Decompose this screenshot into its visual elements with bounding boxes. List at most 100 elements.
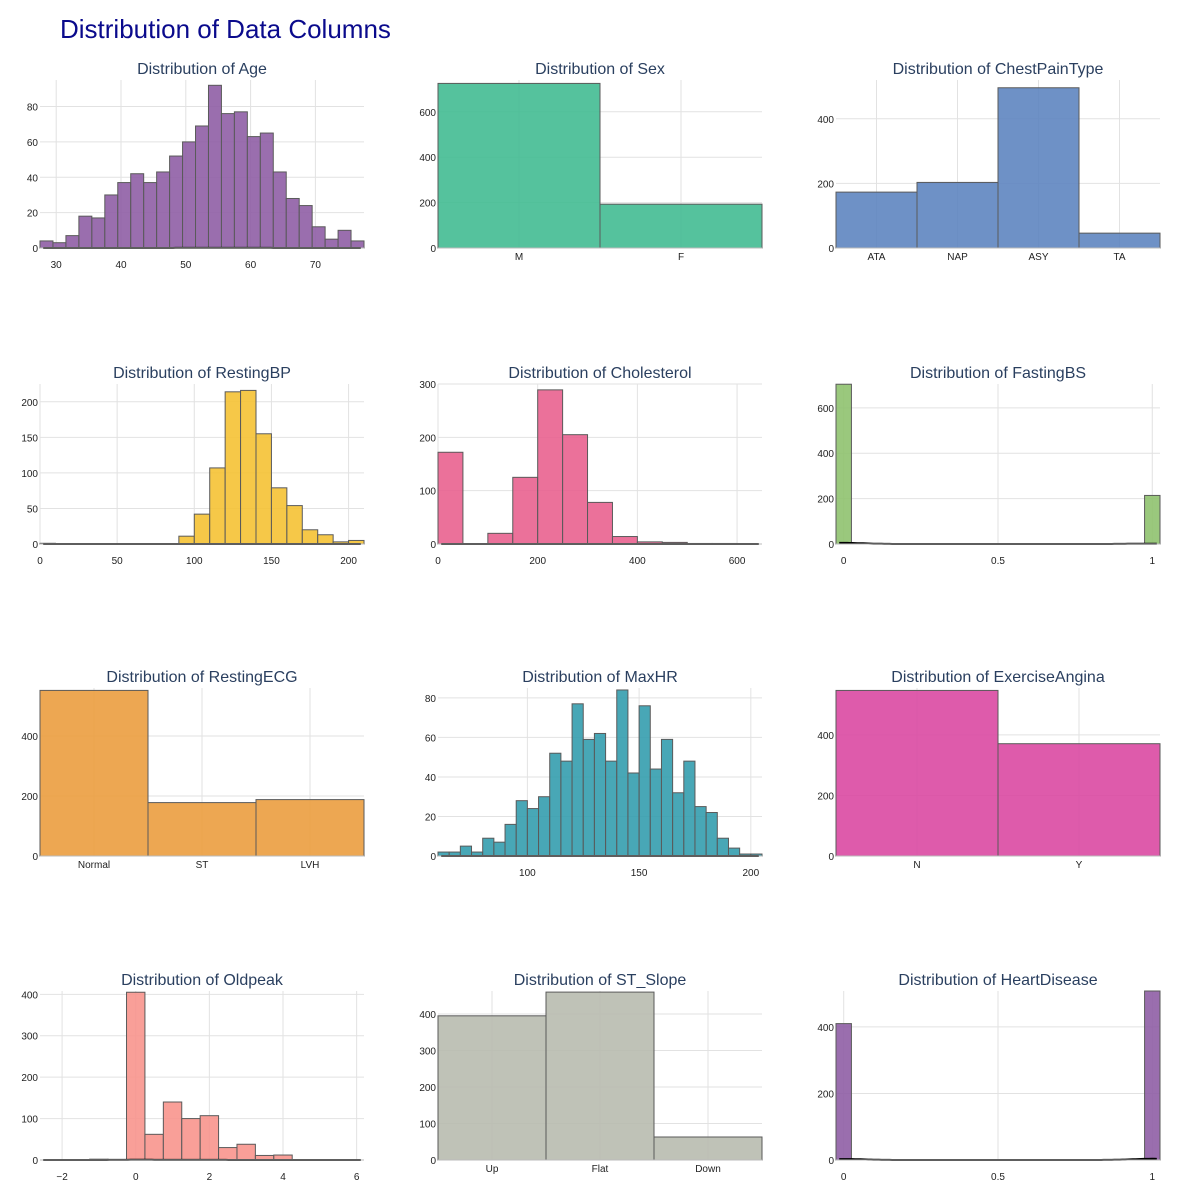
x-tick-label: 0.5 bbox=[991, 1172, 1005, 1183]
x-tick-label: 1 bbox=[1150, 1172, 1156, 1183]
histogram-bar bbox=[259, 132, 274, 249]
y-tick-label: 200 bbox=[419, 433, 436, 444]
histogram-bar bbox=[301, 529, 319, 545]
y-tick-label: 0 bbox=[32, 1156, 38, 1167]
x-tick-label: 60 bbox=[245, 260, 257, 271]
histogram-bar bbox=[727, 847, 741, 857]
histogram-bar bbox=[78, 215, 93, 249]
histogram-bar bbox=[587, 501, 613, 545]
histogram-bar bbox=[1144, 990, 1161, 1161]
y-tick-label: 80 bbox=[425, 694, 437, 705]
x-tick-label: N bbox=[913, 860, 920, 871]
histogram-bar bbox=[537, 389, 564, 545]
histogram-bar bbox=[317, 534, 334, 545]
y-tick-label: 200 bbox=[21, 1073, 38, 1084]
x-tick-label: LVH bbox=[301, 860, 320, 871]
x-tick-label: 6 bbox=[354, 1172, 360, 1183]
y-tick-label: 0 bbox=[430, 852, 436, 863]
x-tick-label: 30 bbox=[51, 260, 63, 271]
histogram-bar bbox=[65, 235, 80, 249]
x-tick-label: 0 bbox=[841, 1172, 847, 1183]
histogram-bar bbox=[246, 136, 261, 249]
histogram-bar bbox=[162, 1101, 183, 1161]
y-tick-label: 200 bbox=[21, 398, 38, 409]
histogram-bar bbox=[582, 738, 595, 857]
bar bbox=[599, 203, 763, 249]
histogram-bar bbox=[705, 812, 718, 857]
y-tick-label: 0 bbox=[828, 540, 834, 551]
y-tick-label: 0 bbox=[430, 244, 436, 255]
chart-title: Distribution of MaxHR bbox=[522, 669, 678, 686]
x-tick-label: ASY bbox=[1028, 252, 1048, 263]
histogram-bar bbox=[270, 487, 288, 545]
histogram-bar bbox=[104, 194, 119, 249]
x-tick-label: ATA bbox=[868, 252, 886, 263]
x-tick-label: 40 bbox=[115, 260, 127, 271]
x-tick-label: 100 bbox=[519, 868, 536, 879]
y-tick-label: 0 bbox=[828, 244, 834, 255]
chart-cholesterol: Distribution of Cholesterol 0 100 200 300 0 20… bbox=[419, 365, 762, 567]
y-tick-label: 200 bbox=[817, 179, 834, 190]
x-tick-label: 1 bbox=[1150, 556, 1156, 567]
bar bbox=[835, 689, 999, 857]
histogram-bar bbox=[571, 703, 584, 857]
chart-age: Distribution of Age 0 20 40 60 80 30 40 50 60 70 bbox=[27, 61, 365, 271]
histogram-bar bbox=[130, 173, 145, 249]
histogram-bar bbox=[538, 796, 551, 857]
y-tick-label: 200 bbox=[21, 792, 38, 803]
y-tick-label: 100 bbox=[419, 487, 436, 498]
x-tick-label: Y bbox=[1076, 860, 1083, 871]
histogram-bar bbox=[549, 752, 562, 857]
chart-title: Distribution of RestingBP bbox=[113, 365, 291, 382]
y-tick-label: 300 bbox=[21, 1032, 38, 1043]
x-tick-label: TA bbox=[1113, 252, 1125, 263]
y-tick-label: 400 bbox=[817, 731, 834, 742]
x-tick-label: 0 bbox=[841, 556, 847, 567]
y-tick-label: 20 bbox=[425, 812, 437, 823]
histogram-bar bbox=[182, 141, 197, 249]
histogram-bar bbox=[199, 1115, 220, 1161]
x-tick-label: 4 bbox=[280, 1172, 286, 1183]
histogram-bar bbox=[143, 182, 158, 249]
histogram-bar bbox=[716, 837, 729, 857]
chart-maxhr: Distribution of MaxHR 0 20 40 60 80 100 150 200 bbox=[425, 669, 763, 879]
histogram-bar bbox=[169, 155, 184, 249]
histogram-bar bbox=[337, 229, 352, 249]
x-tick-label: Up bbox=[486, 1164, 499, 1175]
x-tick-label: M bbox=[515, 252, 523, 263]
y-tick-label: 40 bbox=[27, 173, 39, 184]
histogram-bar bbox=[220, 113, 235, 249]
bar bbox=[1078, 232, 1161, 249]
histogram-bar bbox=[233, 111, 248, 249]
bar bbox=[997, 87, 1080, 249]
x-tick-label: Flat bbox=[592, 1164, 609, 1175]
histogram-bar bbox=[611, 536, 638, 545]
y-tick-label: 40 bbox=[425, 773, 437, 784]
y-tick-label: 300 bbox=[419, 380, 436, 391]
chart-stslope: Distribution of ST_Slope 0 100 200 300 400 Up F… bbox=[419, 972, 763, 1175]
histogram-bar bbox=[39, 240, 54, 249]
x-tick-label: Down bbox=[695, 1164, 721, 1175]
chart-title: Distribution of ST_Slope bbox=[514, 972, 687, 989]
histogram-bar bbox=[649, 768, 662, 857]
x-tick-label: 0.5 bbox=[991, 556, 1005, 567]
y-tick-label: 80 bbox=[27, 103, 39, 114]
page-title: Distribution of Data Columns bbox=[60, 14, 391, 44]
y-tick-label: 200 bbox=[817, 791, 834, 802]
y-tick-label: 0 bbox=[430, 1156, 436, 1167]
histogram-bar bbox=[311, 226, 326, 249]
chart-restingecg: Distribution of RestingECG 0 200 400 Normal S… bbox=[21, 669, 365, 871]
y-tick-label: 400 bbox=[419, 1010, 436, 1021]
chart-title: Distribution of Cholesterol bbox=[508, 365, 691, 382]
histogram-bar bbox=[605, 760, 618, 857]
histogram-bar bbox=[482, 837, 495, 857]
chart-fastingbs: Distribution of FastingBS 0 200 400 600 0 0.5 1 bbox=[817, 365, 1161, 567]
y-tick-label: 200 bbox=[419, 199, 436, 210]
x-tick-label: 400 bbox=[629, 556, 646, 567]
histogram-bar bbox=[236, 1143, 256, 1161]
chart-oldpeak: Distribution of Oldpeak 0 100 200 300 400 −2 0 2… bbox=[21, 972, 364, 1183]
histogram-bar bbox=[272, 171, 287, 249]
histogram-bar bbox=[218, 1147, 238, 1161]
histogram-bar bbox=[144, 1133, 164, 1161]
histogram-bar bbox=[207, 84, 222, 249]
